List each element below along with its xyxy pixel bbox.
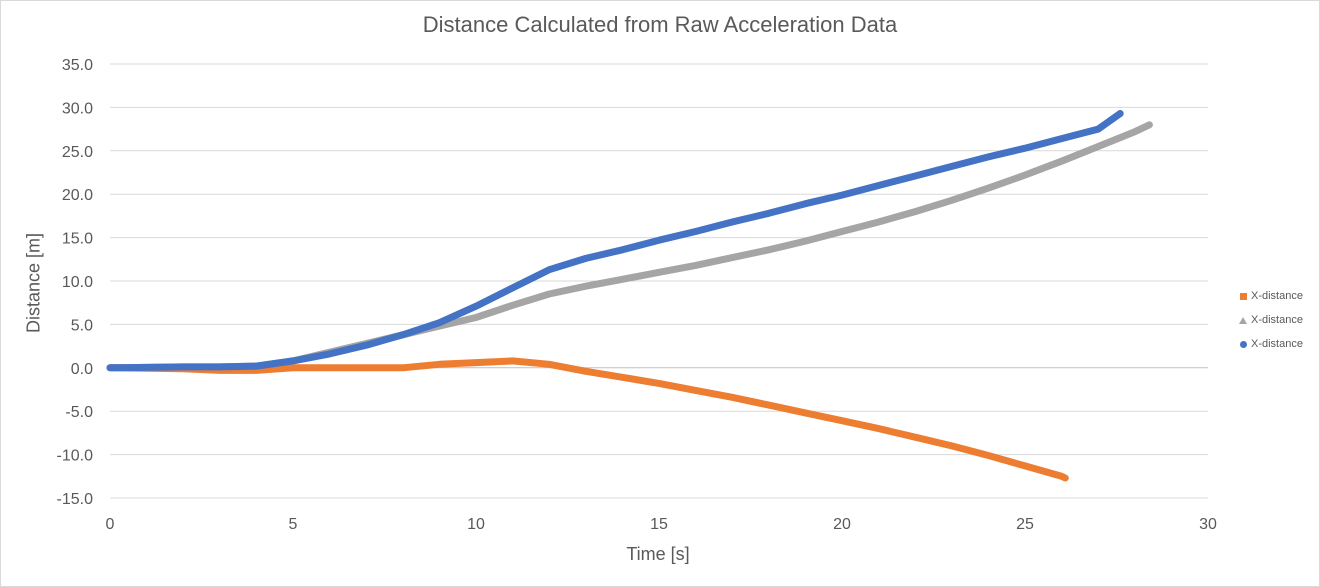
legend-label: X-distance	[1251, 338, 1303, 350]
legend: X-distance X-distance X-distance	[1238, 284, 1303, 356]
chart-title: Distance Calculated from Raw Acceleratio…	[422, 12, 898, 37]
square-marker-icon	[1238, 291, 1248, 301]
x-tick-label: 30	[1199, 516, 1217, 533]
y-tick-label: 35.0	[62, 57, 93, 74]
legend-item: X-distance	[1238, 308, 1303, 332]
y-tick-label: 5.0	[71, 317, 93, 334]
y-tick-label: -10.0	[57, 448, 94, 465]
triangle-marker-icon	[1238, 315, 1248, 325]
x-tick-label: 20	[833, 516, 851, 533]
legend-item: X-distance	[1238, 284, 1303, 308]
y-tick-label: 10.0	[62, 274, 93, 291]
legend-label: X-distance	[1251, 290, 1303, 302]
legend-item: X-distance	[1238, 332, 1303, 356]
y-tick-label: 25.0	[62, 144, 93, 161]
y-tick-label: -5.0	[65, 404, 93, 421]
legend-label: X-distance	[1251, 314, 1303, 326]
x-tick-label: 25	[1016, 516, 1034, 533]
y-tick-label: -15.0	[57, 491, 94, 508]
series-line	[106, 357, 1069, 482]
x-axis-title: Time [s]	[626, 544, 690, 564]
x-tick-label: 10	[467, 516, 485, 533]
gridlines	[110, 63, 1208, 499]
circle-marker-icon	[1238, 339, 1248, 349]
series-lines	[106, 110, 1153, 482]
y-tick-label: 15.0	[62, 231, 93, 248]
x-tick-label: 15	[650, 516, 668, 533]
y-tick-label: 20.0	[62, 187, 93, 204]
series-line	[106, 110, 1124, 372]
x-tick-label: 0	[106, 516, 115, 533]
tick-labels: 35.0 30.0 25.0 20.0 15.0 10.0 5.0 0.0 -5.0 -10.0 -…	[57, 57, 1217, 533]
y-tick-label: 30.0	[62, 100, 93, 117]
y-tick-label: 0.0	[71, 361, 93, 378]
x-tick-label: 5	[289, 516, 298, 533]
